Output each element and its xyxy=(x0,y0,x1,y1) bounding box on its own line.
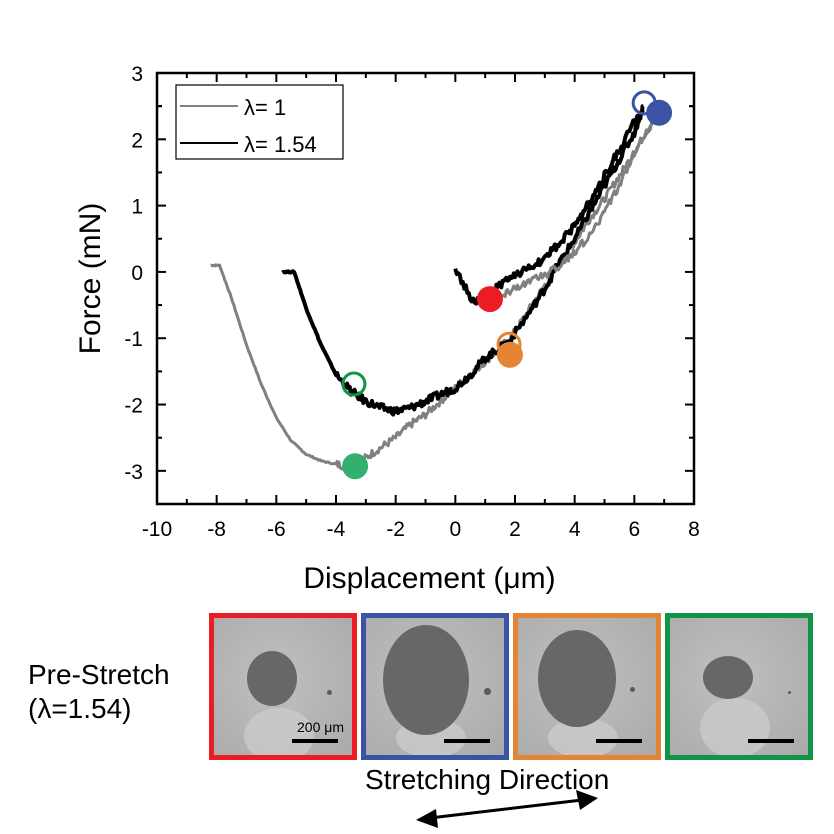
x-tick-label: -10 xyxy=(142,518,172,541)
x-tick-label: 2 xyxy=(509,518,521,541)
legend-label: λ= 1.54 xyxy=(244,132,317,157)
marker-orange-filled xyxy=(496,341,523,368)
pre-stretch-label-line1: Pre-Stretch xyxy=(28,659,170,690)
y-axis-label: Force (mN) xyxy=(74,203,107,355)
pre-stretch-label: Pre-Stretch (λ=1.54) xyxy=(28,658,170,726)
pre-stretch-label-line2: (λ=1.54) xyxy=(28,693,132,724)
x-tick-label: -6 xyxy=(267,518,286,541)
micrograph-blue xyxy=(361,613,509,760)
micrograph-green xyxy=(665,613,813,760)
marker-red-filled xyxy=(476,286,503,313)
spot xyxy=(703,656,753,699)
micrograph-orange xyxy=(513,613,661,760)
spot xyxy=(538,630,616,727)
x-tick-label: 8 xyxy=(688,518,700,541)
x-tick-label: 4 xyxy=(569,518,581,541)
marker-blue-filled xyxy=(646,99,673,126)
micrograph-red: 200 μm xyxy=(209,613,357,760)
x-axis-label: Displacement (μm) xyxy=(303,562,555,595)
legend: λ= 1 λ= 1.54 xyxy=(175,84,344,160)
series-line-2 xyxy=(489,112,660,303)
scale-bar-label: 200 μm xyxy=(297,719,344,735)
debris-dot xyxy=(630,687,635,692)
y-tick-label: -1 xyxy=(124,328,143,351)
marker-green-open xyxy=(341,371,367,397)
marker-green-filled xyxy=(342,453,369,480)
spot xyxy=(247,651,297,706)
y-tick-label: -3 xyxy=(124,461,143,484)
y-tick-label: 0 xyxy=(131,262,143,285)
stretching-direction-label: Stretching Direction xyxy=(365,764,610,795)
series-line-1 xyxy=(281,104,645,417)
y-tick-label: -2 xyxy=(124,395,143,418)
legend-box xyxy=(175,84,344,160)
halo xyxy=(244,708,314,755)
debris-dot xyxy=(327,690,332,695)
debris-dot xyxy=(484,688,491,695)
debris-dot xyxy=(788,691,791,694)
halo xyxy=(700,698,770,755)
x-tick-label: 0 xyxy=(449,518,461,541)
scale-bar xyxy=(596,739,642,743)
double-arrow-icon xyxy=(416,790,598,828)
scale-bar xyxy=(748,739,794,743)
y-tick-label: 2 xyxy=(131,129,143,152)
y-tick-label: 1 xyxy=(131,196,143,219)
x-tick-label: -4 xyxy=(327,518,346,541)
x-tick-label: -8 xyxy=(207,518,226,541)
series-line-0 xyxy=(209,110,660,472)
series-layer xyxy=(209,104,660,472)
spot xyxy=(383,625,469,735)
x-tick-label: 6 xyxy=(628,518,640,541)
scale-bar xyxy=(444,739,490,743)
x-tick-label: -2 xyxy=(386,518,405,541)
legend-label: λ= 1 xyxy=(244,95,286,120)
scale-bar xyxy=(292,739,338,743)
y-tick-label: 3 xyxy=(131,63,143,86)
marker-layer xyxy=(341,90,673,480)
